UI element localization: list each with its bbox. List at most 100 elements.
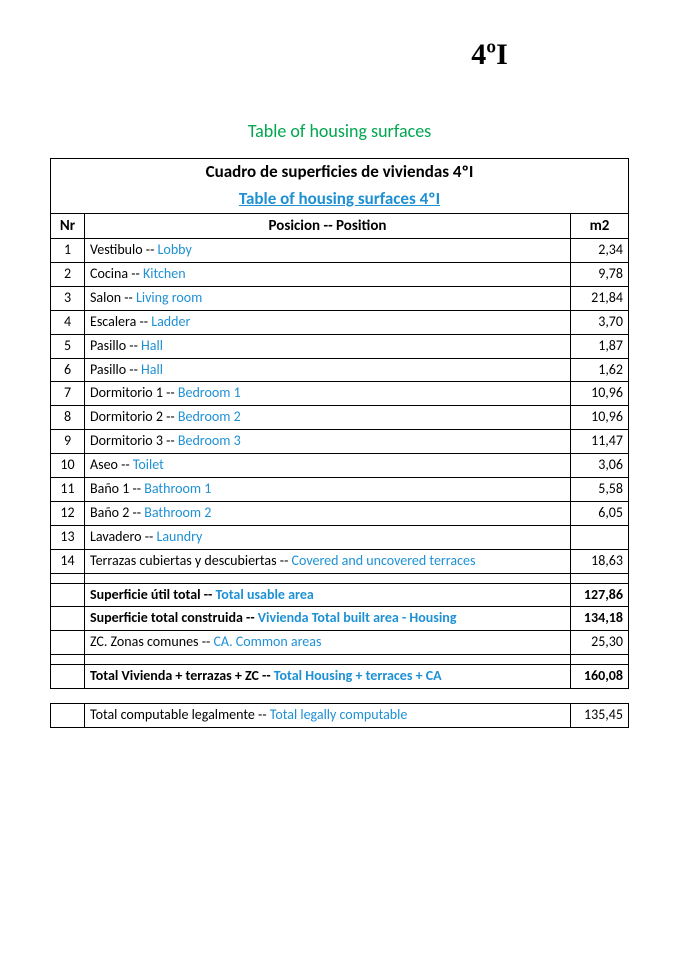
row-nr: 2 <box>51 263 85 287</box>
row-position: Lavadero -- Laundry <box>85 525 571 549</box>
row-nr: 8 <box>51 406 85 430</box>
legal-m2: 135,45 <box>571 704 629 728</box>
table-row: 4Escalera -- Ladder3,70 <box>51 310 629 334</box>
row-nr: 13 <box>51 525 85 549</box>
table-row: 10Aseo -- Toilet3,06 <box>51 454 629 478</box>
row-position: Escalera -- Ladder <box>85 310 571 334</box>
summary-label: ZC. Zonas comunes -- CA. Common areas <box>85 631 571 655</box>
table-row: 13Lavadero -- Laundry <box>51 525 629 549</box>
table-row: 3Salon -- Living room21,84 <box>51 286 629 310</box>
spacer-cell <box>85 573 571 583</box>
grand-total-en: Total Housing + terraces + CA <box>274 667 442 684</box>
row-position: Dormitorio 1 -- Bedroom 1 <box>85 382 571 406</box>
grand-total-nr <box>51 665 85 689</box>
summary-label: Superficie útil total -- Total usable ar… <box>85 583 571 607</box>
row-en: Lobby <box>158 241 192 258</box>
grand-total-es: Total Vivienda + terrazas + ZC <box>90 667 259 684</box>
row-position: Terrazas cubiertas y descubiertas -- Cov… <box>85 549 571 573</box>
row-position: Pasillo -- Hall <box>85 334 571 358</box>
row-m2: 10,96 <box>571 382 629 406</box>
summary-row: ZC. Zonas comunes -- CA. Common areas25,… <box>51 631 629 655</box>
row-nr: 14 <box>51 549 85 573</box>
row-m2: 21,84 <box>571 286 629 310</box>
row-en: Living room <box>136 289 202 306</box>
row-en: Toilet <box>133 456 164 473</box>
summary-row: Superficie total construida -- Vivienda … <box>51 607 629 631</box>
row-en: Bathroom 2 <box>144 504 211 521</box>
row-nr: 5 <box>51 334 85 358</box>
spacer-cell <box>51 655 85 665</box>
table-row: 6Pasillo -- Hall1,62 <box>51 358 629 382</box>
summary-en: Total usable area <box>215 586 313 603</box>
legal-nr <box>51 704 85 728</box>
row-nr: 7 <box>51 382 85 406</box>
row-position: Dormitorio 2 -- Bedroom 2 <box>85 406 571 430</box>
col-header-pos: Posicion -- Position <box>85 213 571 238</box>
row-es: Pasillo <box>90 337 126 354</box>
surfaces-table: Cuadro de superficies de viviendas 4ºI T… <box>50 158 629 689</box>
table-row: 11Baño 1 -- Bathroom 15,58 <box>51 478 629 502</box>
row-m2 <box>571 525 629 549</box>
row-nr: 3 <box>51 286 85 310</box>
row-nr: 9 <box>51 430 85 454</box>
spacer-cell <box>51 573 85 583</box>
table-row: 12Baño 2 -- Bathroom 26,05 <box>51 501 629 525</box>
row-es: Dormitorio 1 <box>90 384 163 401</box>
summary-label: Superficie total construida -- Vivienda … <box>85 607 571 631</box>
summary-es: ZC. Zonas comunes <box>90 633 202 650</box>
col-header-m2: m2 <box>571 213 629 238</box>
row-es: Vestibulo <box>90 241 143 258</box>
summary-nr <box>51 583 85 607</box>
row-m2: 9,78 <box>571 263 629 287</box>
row-en: Bathroom 1 <box>144 480 211 497</box>
unit-heading: 4ºI <box>350 38 629 72</box>
table-row: 7Dormitorio 1 -- Bedroom 110,96 <box>51 382 629 406</box>
row-es: Dormitorio 3 <box>90 432 163 449</box>
row-en: Hall <box>141 337 163 354</box>
row-nr: 10 <box>51 454 85 478</box>
table-row: 5Pasillo -- Hall1,87 <box>51 334 629 358</box>
table-header-es: Cuadro de superficies de viviendas 4ºI <box>51 159 629 186</box>
row-position: Pasillo -- Hall <box>85 358 571 382</box>
summary-nr <box>51 631 85 655</box>
row-en: Kitchen <box>143 265 186 282</box>
row-m2: 1,62 <box>571 358 629 382</box>
legal-label: Total computable legalmente -- Total leg… <box>85 704 571 728</box>
row-en: Bedroom 3 <box>178 432 241 449</box>
row-es: Lavadero <box>90 528 142 545</box>
row-nr: 6 <box>51 358 85 382</box>
row-es: Dormitorio 2 <box>90 408 163 425</box>
row-position: Dormitorio 3 -- Bedroom 3 <box>85 430 571 454</box>
summary-es: Superficie total construida <box>90 609 243 626</box>
grand-total-label: Total Vivienda + terrazas + ZC -- Total … <box>85 665 571 689</box>
col-header-nr: Nr <box>51 213 85 238</box>
row-m2: 11,47 <box>571 430 629 454</box>
summary-row: Superficie útil total -- Total usable ar… <box>51 583 629 607</box>
row-en: Covered and uncovered terraces <box>292 552 476 569</box>
row-es: Terrazas cubiertas y descubiertas <box>90 552 277 569</box>
row-m2: 18,63 <box>571 549 629 573</box>
legal-table: Total computable legalmente -- Total leg… <box>50 703 629 728</box>
summary-m2: 134,18 <box>571 607 629 631</box>
row-en: Laundry <box>156 528 202 545</box>
table-row: 1Vestibulo -- Lobby2,34 <box>51 239 629 263</box>
row-en: Hall <box>141 361 163 378</box>
row-position: Salon -- Living room <box>85 286 571 310</box>
table-row: 8Dormitorio 2 -- Bedroom 210,96 <box>51 406 629 430</box>
row-nr: 1 <box>51 239 85 263</box>
row-m2: 10,96 <box>571 406 629 430</box>
row-es: Escalera <box>90 313 136 330</box>
row-nr: 4 <box>51 310 85 334</box>
table-row: 2Cocina -- Kitchen9,78 <box>51 263 629 287</box>
summary-es: Superficie útil total <box>90 586 201 603</box>
row-en: Ladder <box>151 313 190 330</box>
row-en: Bedroom 1 <box>178 384 241 401</box>
summary-en: CA. Common areas <box>213 633 321 650</box>
row-m2: 3,70 <box>571 310 629 334</box>
row-es: Salon <box>90 289 121 306</box>
row-m2: 1,87 <box>571 334 629 358</box>
summary-m2: 127,86 <box>571 583 629 607</box>
row-es: Pasillo <box>90 361 126 378</box>
legal-en: Total legally computable <box>270 706 408 723</box>
row-m2: 2,34 <box>571 239 629 263</box>
